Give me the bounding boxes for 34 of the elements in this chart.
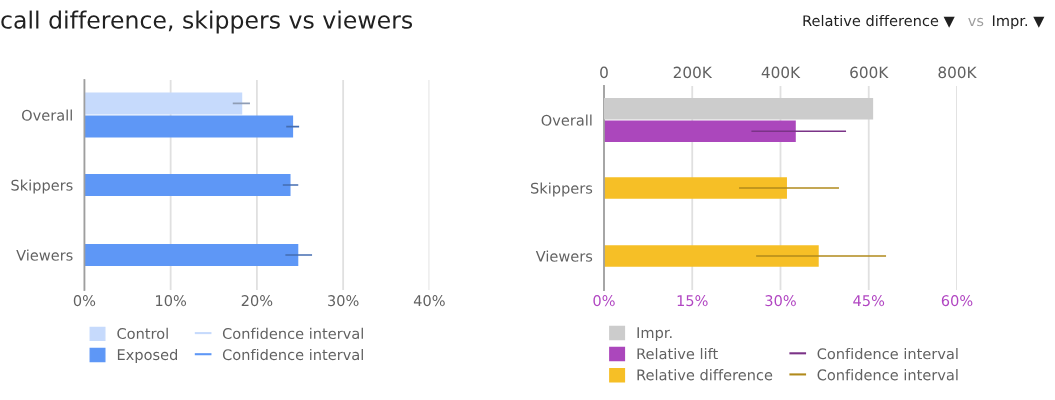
x-tick-label: 10% bbox=[156, 295, 187, 307]
y-tick-label: Skippers bbox=[11, 179, 73, 194]
x-tick-label: 0% bbox=[593, 295, 615, 307]
x-tick-label: 45% bbox=[853, 295, 885, 307]
x-tick-label: 30% bbox=[765, 295, 796, 307]
x-tick-label: 40% bbox=[413, 295, 445, 307]
x-tick-label: 30% bbox=[328, 295, 359, 307]
text: Confidence interval bbox=[222, 327, 363, 340]
y-tick-label: Skippers bbox=[531, 182, 593, 197]
x-tick-label: 0% bbox=[73, 295, 96, 307]
text: Confidence interval bbox=[222, 348, 363, 361]
chart-title: call difference, skippers vs viewers bbox=[1, 10, 413, 34]
y-tick-label: Viewers bbox=[16, 249, 73, 261]
y-tick-label: Overall bbox=[21, 109, 72, 121]
y-tick-label: Overall bbox=[541, 114, 592, 126]
x2-tick-label: 800K bbox=[938, 66, 977, 79]
x-tick-label: 60% bbox=[941, 295, 973, 307]
text: vs bbox=[968, 17, 984, 27]
text: Impr. ▼ bbox=[992, 15, 1045, 30]
x2-tick-label: 400K bbox=[761, 66, 801, 79]
text: Confidence interval bbox=[817, 347, 958, 360]
x2-tick-label: 600K bbox=[850, 66, 889, 79]
x-tick-label: 20% bbox=[241, 295, 273, 307]
x-tick-label: 15% bbox=[677, 295, 708, 307]
text: Confidence interval bbox=[817, 369, 958, 381]
legend-label: Control bbox=[117, 327, 168, 340]
legend-label: Relative lift bbox=[637, 347, 718, 360]
legend-label: Relative difference bbox=[637, 369, 773, 381]
text: Relative difference ▼ bbox=[803, 14, 955, 28]
y-tick-label: Viewers bbox=[535, 250, 593, 262]
legend-label: Impr. bbox=[637, 327, 672, 341]
x2-tick-label: 200K bbox=[673, 66, 713, 79]
legend-label: Exposed bbox=[117, 348, 178, 363]
x2-tick-label: 0 bbox=[600, 66, 608, 79]
